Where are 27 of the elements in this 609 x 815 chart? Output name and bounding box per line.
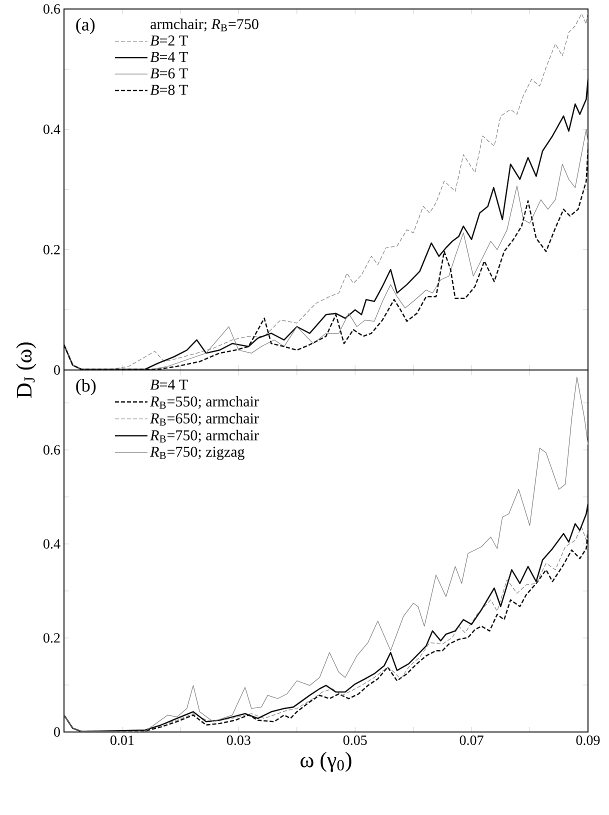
legend-label: B=2 T: [150, 36, 188, 46]
legend-label: R$_{B}$=750; armchair: [150, 430, 259, 443]
x-axis-title: ω (γ$_{0}$): [300, 752, 352, 772]
legend-label: R$_{B}$=650; armchair: [150, 412, 259, 426]
x-tick-label: 0.09: [576, 736, 600, 746]
x-tick-label: 0.03: [226, 736, 250, 746]
y-tick-label: 0: [54, 365, 60, 375]
y-tick-label: 0.4: [44, 124, 60, 134]
annotation: (b): [76, 378, 96, 396]
legend-title: B=4 T: [150, 380, 188, 390]
x-tick-label: 0.07: [460, 736, 484, 746]
y-tick-label: 0.6: [44, 4, 60, 14]
legend-title: armchair; R$_{B}$=750: [150, 18, 258, 32]
annotation: (a): [76, 18, 95, 34]
x-tick-label: 0.05: [343, 736, 367, 746]
y-tick-label: 0.4: [44, 539, 60, 549]
y-axis-title: D$_{J}$ (ω): [16, 342, 36, 398]
y-tick-label: 0.2: [44, 244, 60, 254]
y-tick-label: 0.6: [44, 445, 60, 455]
y-tick-label: 0: [54, 727, 60, 737]
y-tick-label: 0.2: [44, 633, 60, 643]
legend-label: R$_{B}$=750; zigzag: [150, 446, 244, 460]
legend-label: R$_{B}$=550; armchair: [150, 396, 259, 409]
x-tick-label: 0.01: [110, 736, 134, 746]
legend-label: B=8 T: [150, 84, 188, 95]
legend-label: B=4 T: [150, 52, 188, 62]
legend-label: B=6 T: [150, 68, 188, 78]
